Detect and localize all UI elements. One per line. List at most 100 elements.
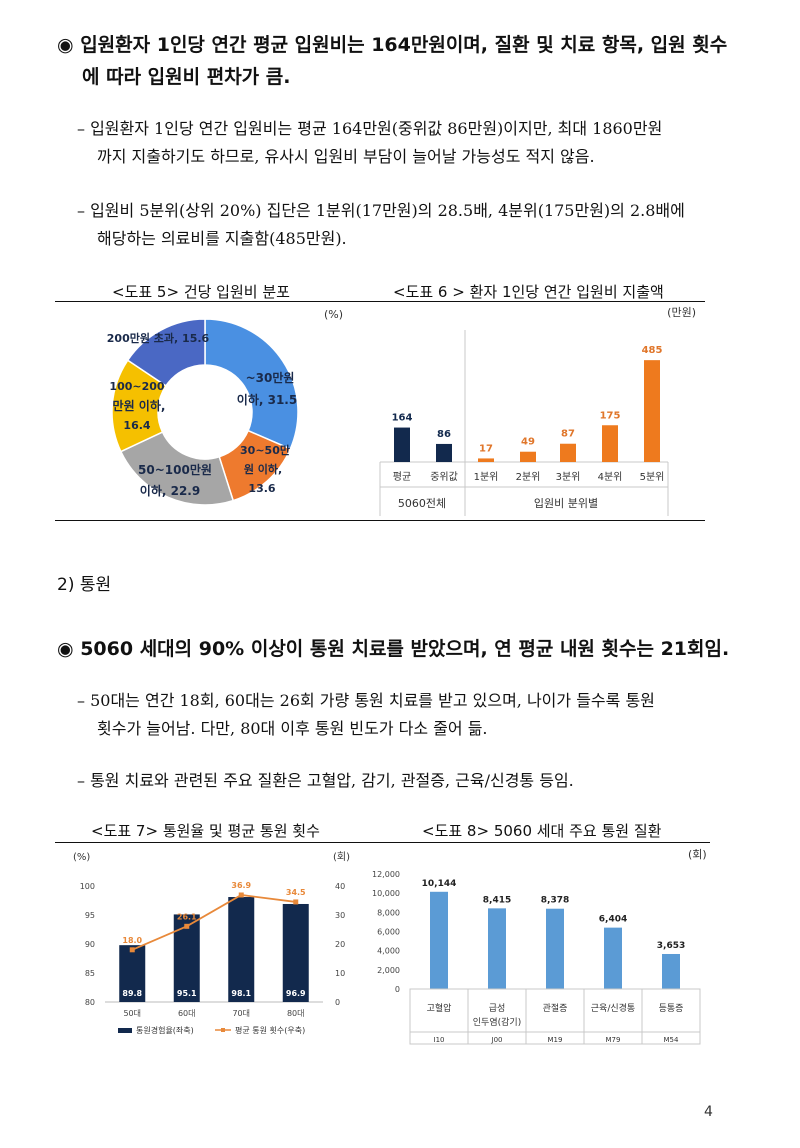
fig6-value-label-2: 86 bbox=[437, 429, 451, 440]
fig7-line-point-2 bbox=[184, 924, 189, 929]
fig7-bars: 89.8 50대 95.1 60대 98.1 70대 96.9 80대 bbox=[119, 897, 309, 1018]
fig8-bar-5 bbox=[662, 954, 680, 989]
fig8-ytick-3: 6,000 bbox=[377, 928, 400, 937]
fig8-axis: 0 2,000 4,000 6,000 8,000 10,000 12,000 bbox=[372, 870, 400, 994]
fig6-bar-4 bbox=[520, 452, 536, 462]
fig7-line-value-3: 36.9 bbox=[231, 881, 251, 890]
fig6-cat-label-6: 4분위 bbox=[598, 470, 623, 483]
fig7-legend-line-marker bbox=[221, 1028, 225, 1032]
fig6-bar-3 bbox=[478, 458, 494, 462]
fig8-ytick-1: 2,000 bbox=[377, 966, 400, 975]
section2-para2-line1: – 통원 치료와 관련된 주요 질환은 고혈압, 감기, 관절증, 근육/신경통… bbox=[77, 766, 574, 796]
fig8-cat-label-4: 근육/신경통 bbox=[591, 1002, 635, 1014]
fig8-code-label-4: M79 bbox=[606, 1036, 621, 1044]
fig8-bar-1 bbox=[430, 892, 448, 989]
fig7-line-point-4 bbox=[293, 899, 298, 904]
fig5-label-s2c: 13.6 bbox=[248, 482, 275, 495]
fig8-ytick-4: 8,000 bbox=[377, 908, 400, 917]
fig7-bar-value-2: 95.1 bbox=[177, 989, 197, 998]
fig8-cat-label-2b: 인두염(감기) bbox=[473, 1016, 521, 1028]
fig8-cat-label-2a: 급성 bbox=[489, 1003, 506, 1014]
fig5-label-s4b: 만원 이하, bbox=[113, 398, 166, 413]
fig7-cat-label-1: 50대 bbox=[123, 1009, 141, 1018]
fig8-code-label-3: M19 bbox=[548, 1036, 563, 1044]
section2-para1-line1: – 50대는 연간 18회, 60대는 26회 가량 통원 치료를 받고 있으며… bbox=[77, 686, 655, 716]
fig7-bar-value-4: 96.9 bbox=[286, 989, 306, 998]
fig6-group2-label: 입원비 분위별 bbox=[534, 497, 598, 510]
section1-para1-line1: – 입원환자 1인당 연간 입원비는 평균 164만원(중위값 86만원)이지만… bbox=[77, 114, 662, 144]
fig7-ytick-right-1: 10 bbox=[335, 969, 345, 978]
fig7-ytick-left-4: 100 bbox=[80, 882, 95, 891]
fig8-ytick-5: 10,000 bbox=[372, 889, 400, 898]
fig7-line-series: 18.0 26.1 36.9 34.5 bbox=[122, 881, 306, 952]
fig7-ytick-right-0: 0 bbox=[335, 998, 340, 1007]
fig7-line bbox=[132, 895, 296, 950]
fig8-value-label-4: 6,404 bbox=[599, 915, 627, 925]
fig6-cat-label-7: 5분위 bbox=[640, 470, 665, 483]
fig7-legend-bar-swatch bbox=[118, 1028, 132, 1033]
fig7-line-value-4: 34.5 bbox=[286, 888, 306, 897]
fig5-label-s1b: 이하, 31.5 bbox=[237, 392, 297, 407]
fig8-value-label-3: 8,378 bbox=[541, 896, 569, 906]
fig8-bar-chart: (회) 0 2,000 4,000 6,000 8,000 10,000 12,000 10… bbox=[370, 844, 710, 1050]
fig5-label-s2b: 원 이하, bbox=[244, 462, 282, 476]
fig6-cat-label-3: 1분위 bbox=[474, 470, 499, 483]
fig7-bar-value-3: 98.1 bbox=[231, 989, 251, 998]
fig7-title: <도표 7> 통원율 및 평균 통원 횟수 bbox=[91, 820, 320, 841]
fig8-bar-2 bbox=[488, 908, 506, 989]
fig6-title: <도표 6 > 환자 1인당 연간 입원비 지출액 bbox=[393, 281, 664, 302]
fig6-unit: (만원) bbox=[667, 306, 696, 319]
fig5-title: <도표 5> 건당 입원비 분포 bbox=[112, 281, 290, 302]
fig8-bars: 10,144 8,415 8,378 6,404 3,653 bbox=[422, 879, 686, 989]
fig7-cat-label-4: 80대 bbox=[287, 1009, 305, 1018]
fig8-cat-label-1: 고혈압 bbox=[427, 1002, 452, 1014]
page-number: 4 bbox=[704, 1104, 713, 1120]
section1-para2-line2: 해당하는 의료비를 지출함(485만원). bbox=[97, 224, 347, 254]
fig7-bar-4 bbox=[283, 904, 309, 1002]
fig8-ytick-6: 12,000 bbox=[372, 870, 400, 879]
fig7-line-value-1: 18.0 bbox=[122, 936, 142, 945]
fig7-line-value-2: 26.1 bbox=[177, 912, 197, 921]
fig6-bar-6 bbox=[602, 425, 618, 462]
section2-para1-line2: 횟수가 늘어남. 다만, 80대 이후 통원 빈도가 다소 줄어 듦. bbox=[97, 714, 488, 744]
fig7-bar-value-1: 89.8 bbox=[122, 989, 142, 998]
fig8-code-label-5: M54 bbox=[664, 1036, 679, 1044]
fig6-bar-chart: (만원) 164평균86중위값171분위492분위873분위1754분위4855… bbox=[360, 302, 705, 518]
fig6-cat-label-1: 평균 bbox=[393, 471, 411, 483]
fig6-bar-7 bbox=[644, 360, 660, 462]
fig6-bar-2 bbox=[436, 444, 452, 462]
fig7-unit-left: (%) bbox=[73, 852, 90, 863]
fig7-ytick-left-1: 85 bbox=[85, 969, 95, 978]
fig8-value-label-5: 3,653 bbox=[657, 941, 685, 951]
fig5-label-s3a: 50~100만원 bbox=[138, 462, 212, 477]
fig78-top-rule bbox=[55, 842, 710, 843]
fig5-unit: (%) bbox=[324, 308, 343, 321]
fig6-value-label-5: 87 bbox=[561, 429, 575, 440]
fig8-cat-label-3: 관절증 bbox=[543, 1002, 568, 1014]
fig7-unit-right: (회) bbox=[333, 851, 350, 863]
fig5-label-s1a: ~30만원 bbox=[246, 370, 295, 385]
fig5-donut-chart: (%) ~30만원 이하, 31.5 30~50만 원 이하, 13.6 50~… bbox=[55, 302, 355, 518]
section1-para1-line2: 까지 지출하기도 하므로, 유사시 입원비 부담이 늘어날 가능성도 적지 않음… bbox=[97, 142, 595, 172]
fig6-cat-label-2: 중위값 bbox=[430, 470, 458, 483]
fig7-ytick-left-2: 90 bbox=[85, 940, 95, 949]
fig56-bottom-rule bbox=[55, 520, 705, 521]
fig7-legend-line-label: 평균 통원 횟수(우축) bbox=[235, 1025, 305, 1035]
fig6-value-label-4: 49 bbox=[521, 437, 535, 448]
fig8-value-label-1: 10,144 bbox=[422, 879, 457, 889]
fig6-value-label-6: 175 bbox=[600, 410, 621, 421]
fig7-ytick-right-4: 40 bbox=[335, 882, 345, 891]
fig8-ytick-0: 0 bbox=[395, 985, 400, 994]
fig8-bar-3 bbox=[546, 909, 564, 989]
fig8-code-label-2: J00 bbox=[491, 1036, 503, 1044]
fig5-label-s5a: 200만원 초과, 15.6 bbox=[107, 331, 210, 345]
section1-headline-line2: 에 따라 입원비 편차가 큼. bbox=[82, 60, 290, 94]
fig8-bar-4 bbox=[604, 928, 622, 989]
fig8-title: <도표 8> 5060 세대 주요 통원 질환 bbox=[422, 820, 661, 841]
fig8-value-label-2: 8,415 bbox=[483, 895, 511, 905]
fig6-group1-label: 5060전체 bbox=[398, 497, 446, 510]
section2-heading: 2) 통원 bbox=[57, 570, 111, 600]
section1-headline-line1: ◉ 입원환자 1인당 연간 평균 입원비는 164만원이며, 질환 및 치료 항… bbox=[57, 28, 727, 62]
fig7-ytick-right-3: 30 bbox=[335, 911, 345, 920]
